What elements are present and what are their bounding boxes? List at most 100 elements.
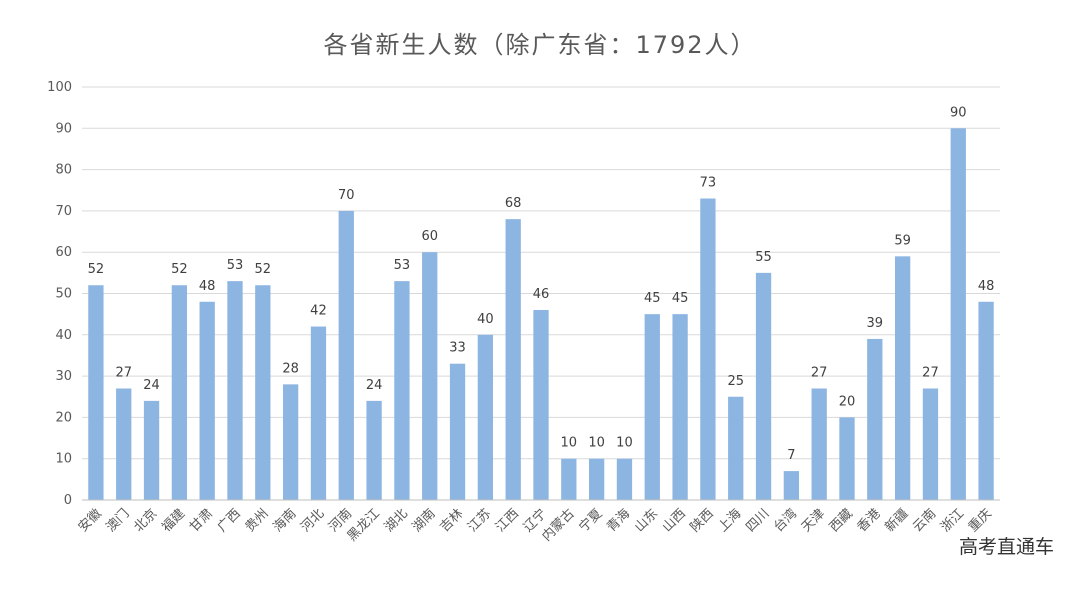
x-tick-label: 江西: [493, 506, 522, 535]
data-label: 25: [727, 374, 744, 389]
bar: [672, 314, 688, 500]
data-labels: 52 27 24 52 48 53 52 28 42 70 24 53 60 33 40 68 46 10 10 10…: [88, 105, 995, 463]
x-tick-label: 浙江: [938, 506, 967, 535]
bar: [616, 458, 633, 500]
data-label: 24: [366, 378, 383, 393]
x-tick-label: 澳门: [103, 506, 133, 536]
bar: [88, 285, 104, 500]
data-label: 55: [755, 250, 772, 265]
bar: [867, 338, 883, 500]
x-tick-label: 甘肃: [187, 506, 216, 535]
data-label: 27: [922, 365, 939, 380]
bars: [88, 128, 994, 501]
x-tick-label: 福建: [159, 506, 188, 535]
data-label: 40: [477, 312, 494, 327]
x-tick-label: 重庆: [965, 506, 995, 536]
x-tick-label: 天津: [799, 506, 828, 535]
data-label: 53: [227, 258, 244, 273]
data-label: 52: [88, 262, 105, 277]
y-tick-label: 0: [64, 493, 72, 508]
data-label: 68: [505, 196, 522, 211]
x-tick-label: 上海: [716, 506, 745, 535]
data-label: 59: [894, 233, 911, 248]
x-tick-label: 北京: [131, 506, 160, 535]
data-label: 20: [839, 394, 856, 409]
bar: [255, 285, 271, 500]
data-label: 53: [394, 258, 411, 273]
y-tick-label: 60: [55, 245, 72, 260]
bar: [227, 281, 243, 500]
y-tick-label: 10: [55, 452, 72, 467]
y-tick-label: 40: [55, 328, 72, 343]
data-label: 73: [700, 176, 717, 191]
data-label: 27: [811, 365, 828, 380]
x-tick-label: 山西: [660, 506, 689, 535]
y-tick-label: 50: [55, 287, 72, 302]
data-label: 10: [588, 436, 605, 451]
x-axis-ticks: 安徽澳门北京福建甘肃广西贵州海南河北河南黑龙江湖北湖南吉林江苏江西辽宁内蒙古宁夏…: [76, 506, 995, 545]
data-label: 39: [867, 316, 884, 331]
y-tick-label: 20: [55, 410, 72, 425]
data-label: 70: [338, 188, 355, 203]
x-tick-label: 青海: [604, 506, 633, 535]
x-tick-label: 河北: [298, 506, 327, 535]
bar: [143, 400, 160, 500]
bar: [116, 388, 132, 500]
watermark-text: 高考直通车: [958, 536, 1054, 558]
bar: [700, 198, 716, 500]
data-label: 52: [171, 262, 188, 277]
data-label: 28: [282, 361, 299, 376]
bar: [338, 210, 354, 500]
bar: [839, 417, 855, 500]
bar: [922, 388, 939, 500]
data-label: 90: [950, 105, 967, 120]
x-tick-label: 吉林: [437, 506, 466, 535]
bar: [199, 301, 215, 500]
data-label: 46: [533, 287, 550, 302]
x-tick-label: 宁夏: [576, 506, 606, 536]
x-tick-label: 海南: [270, 506, 300, 536]
x-tick-label: 广西: [215, 506, 244, 535]
bar: [644, 314, 660, 500]
bar: [477, 334, 494, 500]
bar: [449, 363, 466, 500]
bar: [505, 219, 521, 500]
bar: [533, 310, 549, 500]
bar: [978, 301, 994, 500]
data-label: 10: [616, 436, 633, 451]
bar: [310, 326, 327, 500]
y-tick-label: 80: [55, 163, 72, 178]
x-tick-label: 江苏: [464, 506, 494, 536]
chart-title: 各省新生人数（除广东省：1792人）: [323, 31, 756, 59]
bar: [282, 384, 299, 500]
x-tick-label: 台湾: [770, 506, 800, 536]
bar: [783, 471, 800, 500]
x-tick-label: 湖南: [409, 506, 439, 536]
x-tick-label: 云南: [910, 506, 940, 536]
bar: [366, 400, 382, 500]
x-tick-label: 安徽: [76, 506, 105, 535]
bar: [811, 388, 827, 500]
data-label: 48: [199, 279, 216, 294]
bar: [561, 458, 577, 500]
bar: [728, 396, 744, 500]
x-tick-label: 湖北: [382, 506, 411, 535]
data-label: 60: [421, 229, 438, 244]
data-label: 42: [310, 304, 327, 319]
bar: [755, 272, 772, 500]
bar: [422, 252, 438, 500]
x-tick-label: 贵州: [243, 506, 272, 535]
bar: [950, 128, 966, 501]
data-label: 10: [561, 436, 578, 451]
bar: [394, 281, 410, 500]
data-label: 24: [143, 378, 160, 393]
x-tick-label: 山东: [632, 506, 661, 535]
data-label: 33: [449, 341, 466, 356]
y-axis-ticks: 0 10 20 30 40 50 60 70 80 90 100: [47, 80, 72, 508]
y-tick-label: 30: [55, 369, 72, 384]
x-tick-label: 西藏: [827, 506, 856, 535]
y-tick-label: 100: [47, 80, 72, 95]
x-tick-label: 陕西: [688, 506, 717, 535]
data-label: 48: [978, 279, 995, 294]
